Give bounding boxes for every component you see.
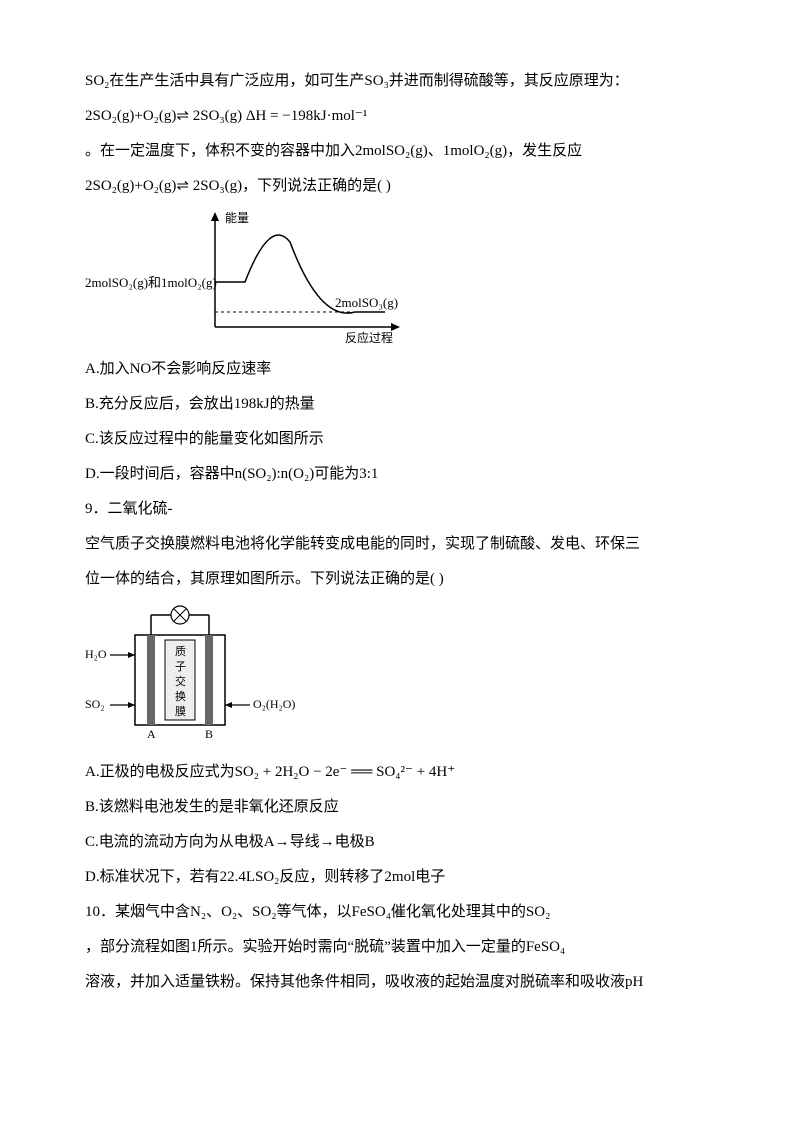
q9-optA: A.正极的电极反应式为SO₂ + 2H₂O − 2e⁻ ══ SO₄²⁻ + 4… [85,756,709,789]
mid1: 质 [175,645,186,658]
q8-optB: B.充分反应后，会放出198kJ的热量 [85,388,709,421]
mid4: 换 [175,689,186,703]
mid3: 交 [175,674,186,688]
q9-optC: C.电流的流动方向为从电极A→导线→电极B [85,826,709,859]
mid5: 膜 [175,705,186,718]
so2-label: SO₂ [85,697,105,711]
ylabel: 能量 [225,211,249,225]
q8-optC: C.该反应过程中的能量变化如图所示 [85,423,709,456]
energy-diagram: 能量 反应过程 2molSO₂(g)和1molO₂(g) 2molSO₃(g) [85,207,709,347]
fuel-cell-diagram: 质 子 交 换 膜 H₂O SO₂ O₂(H₂O) A B [85,600,709,750]
q8-optD: D.一段时间后，容器中n(SO₂):n(O₂)可能为3:1 [85,458,709,491]
right-label: 2molSO₃(g) [335,295,398,310]
h2o-label: H₂O [85,647,107,661]
o2-label: O₂(H₂O) [253,697,295,711]
q8-optA: A.加入NO不会影响反应速率 [85,353,709,386]
q10-line3: 溶液，并加入适量铁粉。保持其他条件相同，吸收液的起始温度对脱硫率和吸收液pH [85,966,709,999]
A-label: A [147,727,156,741]
q9-head: 9．二氧化硫- [85,493,709,526]
q8-intro2: 。在一定温度下，体积不变的容器中加入2molSO₂(g)、1molO₂(g)，发… [85,135,709,168]
q8-intro1: SO₂在生产生活中具有广泛应用，如可生产SO₃并进而制得硫酸等，其反应原理为： [85,65,709,98]
q9-line1: 空气质子交换膜燃料电池将化学能转变成电能的同时，实现了制硫酸、发电、环保三 [85,528,709,561]
left-label: 2molSO₂(g)和1molO₂(g) [85,275,217,290]
q9-line2: 位一体的结合，其原理如图所示。下列说法正确的是( ) [85,563,709,596]
q8-eq2: 2SO₂(g)+O₂(g)⇌ 2SO₃(g)，下列说法正确的是( ) [85,170,709,203]
q9-optB: B.该燃料电池发生的是非氧化还原反应 [85,791,709,824]
q8-eq1: 2SO₂(g)+O₂(g)⇌ 2SO₃(g) ΔH = −198kJ·mol⁻¹ [85,100,709,133]
q9-optD: D.标准状况下，若有22.4LSO₂反应，则转移了2mol电子 [85,861,709,894]
q10-line2: ，部分流程如图1所示。实验开始时需向“脱硫”装置中加入一定量的FeSO₄ [85,931,709,964]
mid2: 子 [175,660,186,673]
q10-line1: 10．某烟气中含N₂、O₂、SO₂等气体，以FeSO₄催化氧化处理其中的SO₂ [85,896,709,929]
B-label: B [205,727,213,741]
xlabel: 反应过程 [345,330,393,345]
